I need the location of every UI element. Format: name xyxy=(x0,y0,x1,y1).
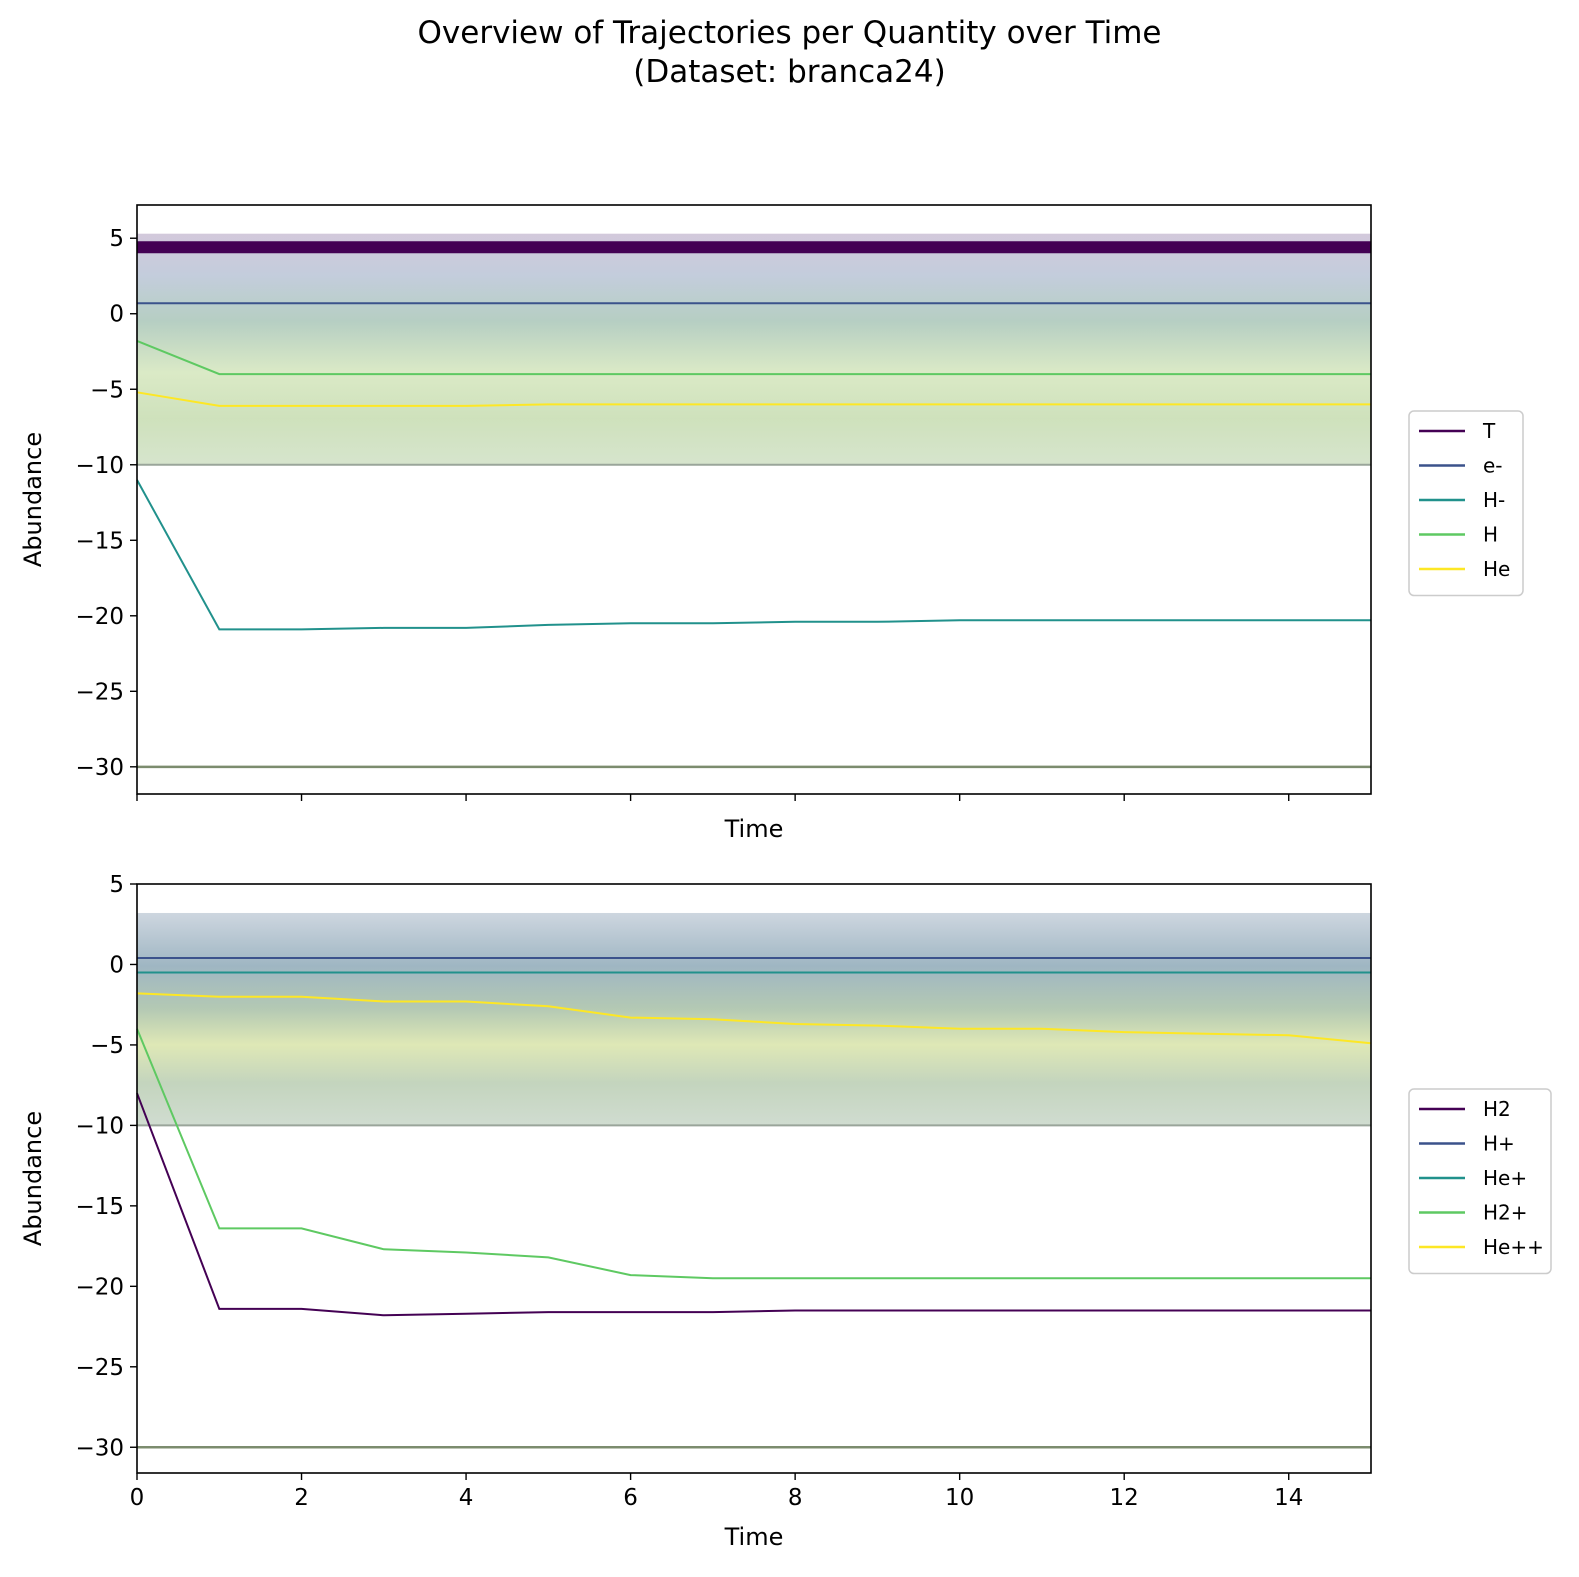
y-tick-label: 0 xyxy=(109,302,124,328)
legend-label-H+: H+ xyxy=(1483,1132,1515,1156)
y-tick-label: −15 xyxy=(75,528,124,554)
plot-frame xyxy=(136,204,1372,795)
x-axis-label: Time xyxy=(724,1523,784,1551)
x-axis-label: Time xyxy=(724,815,784,843)
y-tick-label: −20 xyxy=(75,604,124,630)
x-tick-label: 6 xyxy=(623,1485,638,1511)
series-line-H xyxy=(136,339,1371,376)
series-line-He++ xyxy=(136,992,1372,1045)
y-tick-label: −25 xyxy=(75,1355,124,1381)
legend-label-He: He xyxy=(1483,557,1510,581)
y-axis-label: Abundance xyxy=(19,432,47,567)
y-tick-label: −10 xyxy=(75,1113,124,1139)
x-tick-label: 12 xyxy=(1110,1485,1139,1511)
y-axis-label: Abundance xyxy=(19,1111,47,1246)
y-tick-label: −30 xyxy=(75,755,124,781)
y-tick-label: −30 xyxy=(75,1435,124,1461)
x-tick-label: 4 xyxy=(459,1485,474,1511)
y-tick-label: 0 xyxy=(109,952,124,978)
figure-title: Overview of Trajectories per Quantity ov… xyxy=(0,14,1579,92)
plot-frame xyxy=(136,883,1372,1474)
y-tick-label: 5 xyxy=(109,872,124,898)
y-tick-label: −5 xyxy=(90,1033,124,1059)
legend-label-H2+: H2+ xyxy=(1483,1201,1528,1225)
x-tick-label: 0 xyxy=(130,1485,145,1511)
y-tick-label: −20 xyxy=(75,1274,124,1300)
trajectory-band xyxy=(137,233,1371,465)
y-tick-label: −25 xyxy=(75,679,124,705)
y-tick-label: −5 xyxy=(90,377,124,403)
y-tick-label: −10 xyxy=(75,453,124,479)
legend-label-He++: He++ xyxy=(1483,1235,1544,1259)
legend-label-H-: H- xyxy=(1483,488,1505,512)
legend-box xyxy=(1408,410,1524,597)
legend-label-e-: e- xyxy=(1483,454,1503,478)
trajectory-band xyxy=(137,912,1371,1126)
series-line-H- xyxy=(136,479,1371,631)
series-line-H2+ xyxy=(136,1028,1371,1280)
legend-label-He+: He+ xyxy=(1483,1166,1527,1190)
figure-title-line1: Overview of Trajectories per Quantity ov… xyxy=(417,15,1162,51)
x-tick-label: 2 xyxy=(294,1485,309,1511)
x-tick-label: 14 xyxy=(1274,1485,1303,1511)
legend-box xyxy=(1408,1088,1552,1275)
figure-title-line2: (Dataset: branca24) xyxy=(633,54,946,90)
y-tick-label: 5 xyxy=(109,226,124,252)
x-tick-label: 10 xyxy=(945,1485,974,1511)
legend-label-T: T xyxy=(1482,419,1496,443)
y-tick-label: −15 xyxy=(75,1194,124,1220)
legend-label-H2: H2 xyxy=(1483,1097,1511,1121)
series-line-He xyxy=(136,391,1371,407)
chart-panel-bottom: 50−5−10−15−20−25−300 2 4 6 8 10 12 14TimeAbunda… xyxy=(19,872,1552,1551)
legend-label-H: H xyxy=(1483,523,1498,547)
chart-panel-top: 5 0 −5 −10 −15 −20 −25 −30 Time Abundance Te- H- H He xyxy=(19,204,1524,843)
series-line-H2 xyxy=(136,1092,1371,1317)
x-tick-label: 8 xyxy=(788,1485,803,1511)
